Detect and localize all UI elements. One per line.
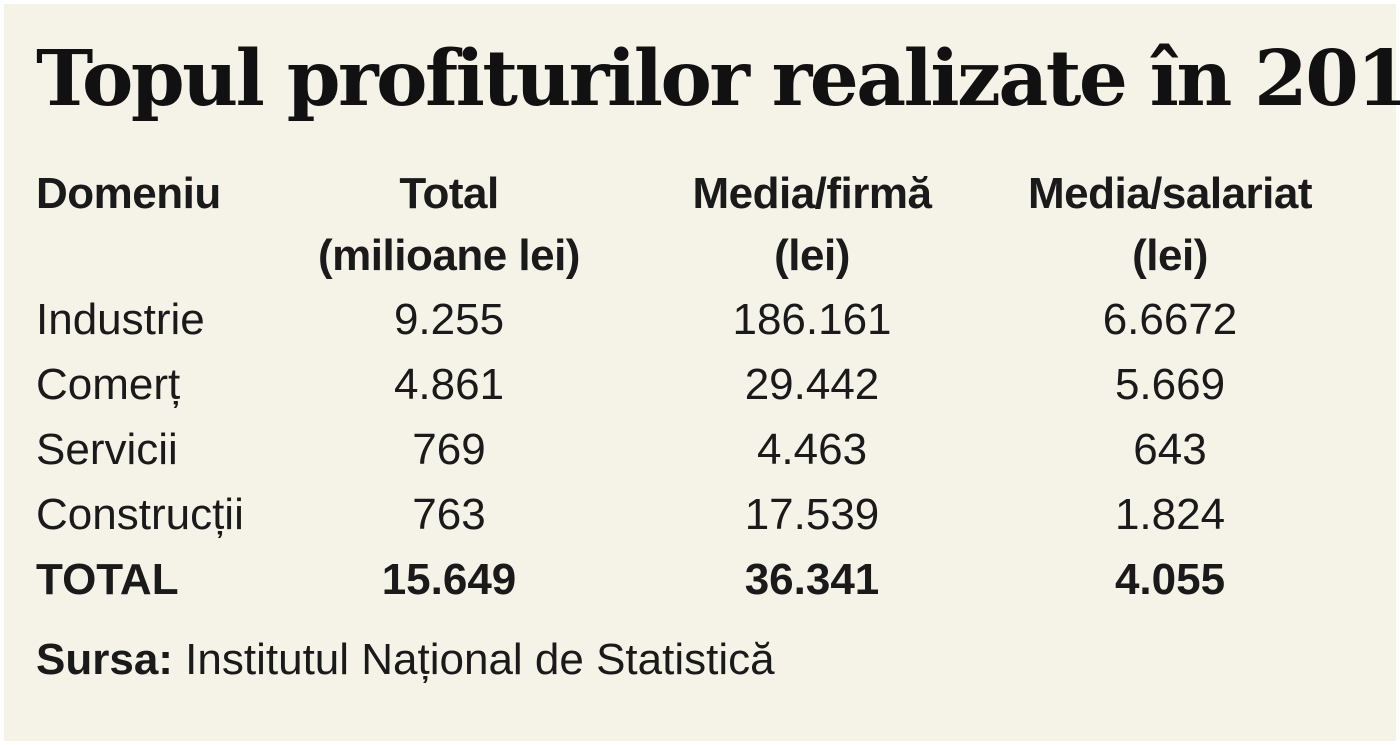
table-cell: 5.669 <box>1114 360 1226 409</box>
total-cell: 15.649 <box>381 555 517 604</box>
table-cell: 1.824 <box>1114 490 1226 539</box>
column-header: Domeniu <box>36 169 221 218</box>
column-header: Total <box>399 169 499 218</box>
column-header: Media/salariat <box>1027 169 1313 218</box>
row-label: Comerț <box>36 360 181 409</box>
total-cell: 4.055 <box>1114 555 1226 604</box>
column-header-unit: (lei) <box>774 231 850 280</box>
column-header-unit: (milioane lei) <box>318 231 580 280</box>
table-cell: 643 <box>1133 425 1207 474</box>
source-label: Sursa: <box>36 635 173 684</box>
table-cell: 6.6672 <box>1102 295 1238 344</box>
column-header: Media/firmă <box>692 169 932 218</box>
row-label: Servicii <box>36 425 178 474</box>
table-cell: 769 <box>412 425 486 474</box>
table-cell: 4.463 <box>756 425 868 474</box>
table-cell: 4.861 <box>393 360 505 409</box>
infographic-panel: Topul profiturilor realizate în 2011 Dom… <box>4 4 1400 741</box>
table-cell: 17.539 <box>744 490 880 539</box>
table-cell: 29.442 <box>744 360 880 409</box>
profit-table: Domeniu Total (milioane lei) Media/firmă (le… <box>4 4 1396 741</box>
row-label: Construcții <box>36 490 244 539</box>
row-label: Industrie <box>36 295 205 344</box>
column-header-unit: (lei) <box>1132 231 1208 280</box>
total-cell: 36.341 <box>744 555 880 604</box>
source-note: Sursa: Institutul Național de Statistică <box>36 628 775 692</box>
table-cell: 9.255 <box>393 295 505 344</box>
total-row-label: TOTAL <box>36 555 179 604</box>
table-cell: 763 <box>412 490 486 539</box>
chart-title: Topul profiturilor realizate în 2011 <box>36 34 1400 124</box>
source-text: Institutul Național de Statistică <box>172 635 775 684</box>
table-cell: 186.161 <box>732 295 892 344</box>
